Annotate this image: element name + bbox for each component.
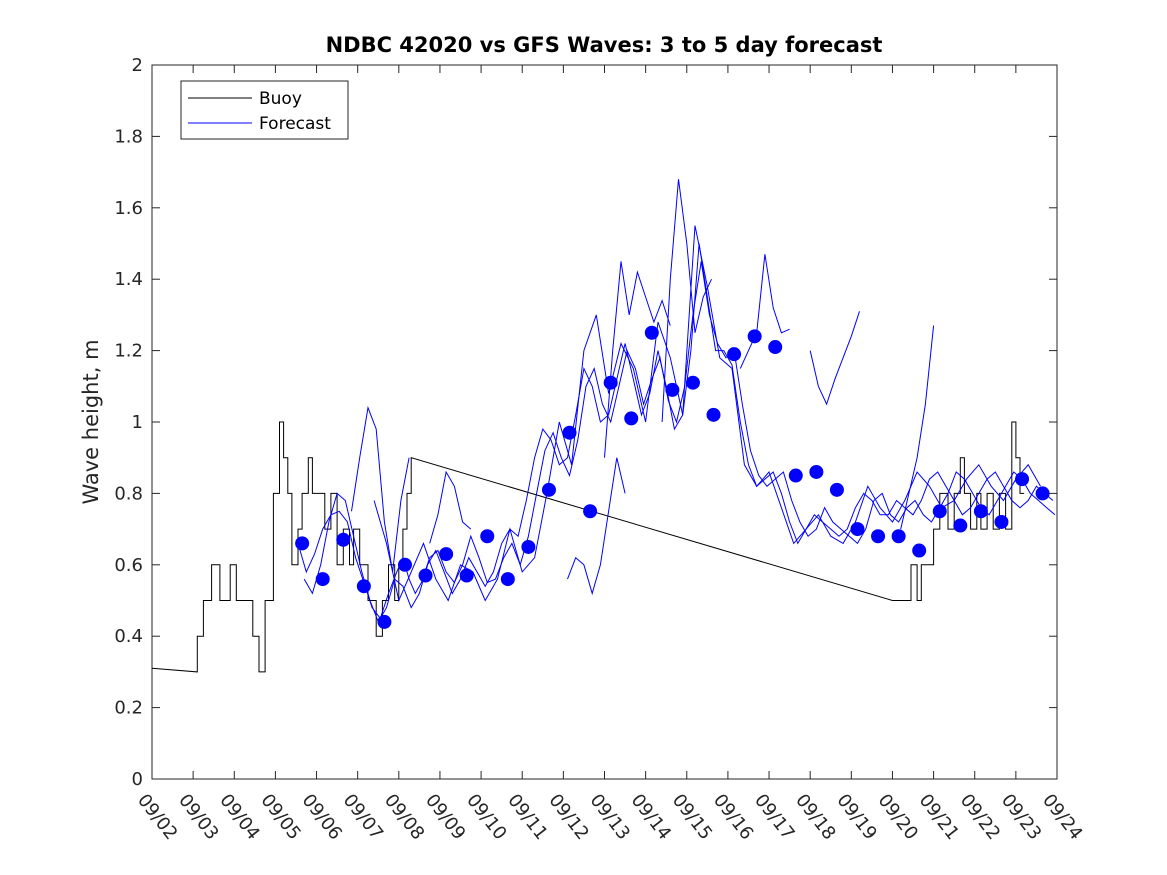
y-tick-label: 1.8 (114, 126, 143, 147)
buoy-line (152, 421, 1025, 673)
forecast-line-1 (303, 243, 1054, 624)
forecast-marker (1035, 486, 1050, 501)
forecast-marker (891, 529, 906, 544)
forecast-short-line-2 (567, 457, 626, 596)
forecast-line-2 (373, 225, 1041, 603)
forecast-marker (439, 547, 454, 562)
forecast-marker (994, 514, 1009, 529)
forecast-marker (768, 340, 783, 355)
y-axis: 0 0.2 0.4 0.6 0.8 1 1.2 1.4 1.6 1.8 2 (114, 55, 1057, 790)
forecast-marker (912, 543, 927, 558)
forecast-short-line-4 (661, 179, 712, 423)
y-tick-label: 1.6 (114, 198, 143, 219)
legend-box (180, 80, 349, 140)
forecast-marker (809, 464, 824, 479)
y-tick-label: 2 (132, 55, 143, 76)
forecast-marker (336, 532, 351, 547)
forecast-marker (829, 482, 844, 497)
forecast-marker (685, 375, 700, 390)
forecast-marker (788, 468, 803, 483)
forecast-marker (356, 579, 371, 594)
forecast-marker (521, 539, 536, 554)
chart-title: NDBC 42020 vs GFS Waves: 3 to 5 day fore… (326, 33, 883, 57)
forecast-marker (377, 614, 392, 629)
y-tick-label: 1 (132, 412, 143, 433)
forecast-marker (480, 529, 495, 544)
forecast-marker (932, 504, 947, 519)
y-tick-label: 0.2 (114, 698, 143, 719)
y-tick-label: 0 (132, 769, 143, 790)
forecast-marker (603, 375, 618, 390)
y-tick-label: 0.8 (114, 483, 143, 504)
forecast-marker (562, 425, 577, 440)
forecast-marker (500, 572, 515, 587)
forecast-marker (459, 568, 474, 583)
forecast-short-line-0 (351, 405, 410, 572)
forecast-marker (871, 529, 886, 544)
forecast-series-group (297, 179, 1056, 624)
forecast-short-line-6 (809, 311, 860, 406)
forecast-marker (295, 536, 310, 551)
forecast-marker (541, 482, 556, 497)
forecast-marker (1015, 472, 1030, 487)
legend: Buoy Forecast (180, 80, 349, 140)
forecast-marker (706, 407, 721, 422)
forecast-marker (953, 518, 968, 533)
y-tick-label: 0.4 (114, 626, 143, 647)
forecast-line-0 (297, 261, 1056, 620)
forecast-marker (644, 325, 659, 340)
forecast-short-line-7 (900, 325, 935, 530)
forecast-marker (418, 568, 433, 583)
y-tick-label: 1.4 (114, 269, 143, 290)
legend-buoy-label: Buoy (259, 89, 302, 109)
forecast-marker (397, 557, 412, 572)
forecast-markers (295, 325, 1050, 629)
forecast-marker (624, 411, 639, 426)
y-tick-label: 0.6 (114, 555, 143, 576)
y-axis-label: Wave height, m (79, 339, 103, 504)
y-tick-label: 1.2 (114, 341, 143, 362)
buoy-series (152, 421, 1025, 673)
plot-area (151, 64, 1058, 780)
forecast-marker (315, 572, 330, 587)
forecast-marker (747, 329, 762, 344)
forecast-short-line-1 (429, 470, 472, 544)
forecast-marker (665, 382, 680, 397)
forecast-marker (727, 347, 742, 362)
forecast-marker (583, 504, 598, 519)
forecast-short-line-5 (739, 254, 790, 369)
legend-forecast-label: Forecast (259, 114, 331, 134)
forecast-marker (973, 504, 988, 519)
forecast-marker (850, 522, 865, 537)
forecast-short-line-3 (604, 261, 671, 458)
